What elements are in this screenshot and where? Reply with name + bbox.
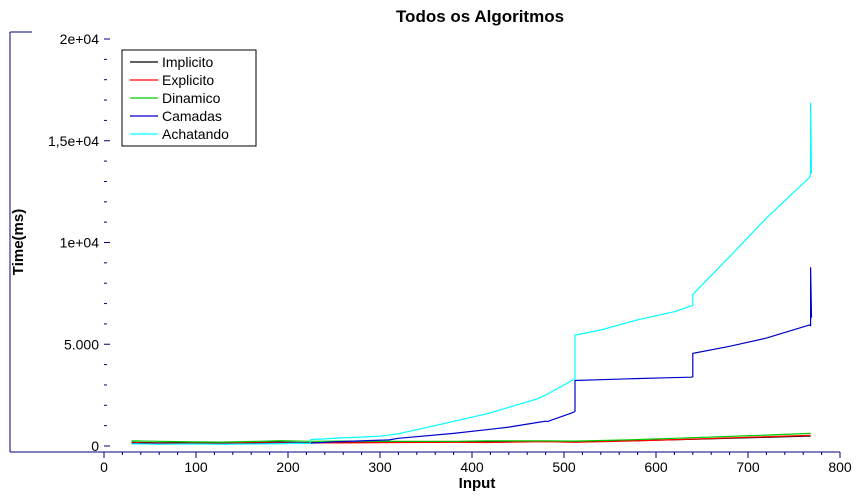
chart-title: Todos os Algoritmos [396,7,564,26]
legend-label-camadas: Camadas [162,108,222,124]
x-tick-label: 300 [368,459,392,475]
x-tick-label: 200 [276,459,300,475]
x-tick-label: 100 [184,459,208,475]
y-tick-label: 5.000 [64,336,99,352]
y-tick-label: 2e+04 [60,31,100,47]
x-tick-label: 400 [460,459,484,475]
legend-label-dinamico: Dinamico [162,90,221,106]
x-axis-label: Input [459,475,496,492]
series-line-explicito [131,434,811,444]
series-line-achatando [131,102,813,445]
series-group [131,102,813,445]
x-tick-label: 0 [100,459,108,475]
y-ticks: 0 5.000 1e+04 1,5e+04 2e+04 [48,31,110,454]
y-axis-label: Time(ms) [10,209,27,275]
legend-label-achatando: Achatando [162,126,229,142]
y-tick-label: 1,5e+04 [48,133,99,149]
legend-label-explicito: Explicito [162,72,214,88]
x-ticks: 0 100 200 300 400 500 600 700 800 [100,452,852,475]
y-tick-label: 0 [91,438,99,454]
x-minor-ticks [121,452,823,455]
legend: Implicito Explicito Dinamico Camadas Achatan… [121,49,257,147]
axes [9,31,840,453]
x-tick-label: 700 [736,459,760,475]
y-minor-ticks [104,58,107,427]
legend-label-implicito: Implicito [162,54,214,70]
series-line-dinamico [131,432,811,443]
y-tick-label: 1e+04 [60,235,100,251]
x-tick-label: 500 [552,459,576,475]
x-tick-label: 600 [644,459,668,475]
x-tick-label: 800 [828,459,852,475]
